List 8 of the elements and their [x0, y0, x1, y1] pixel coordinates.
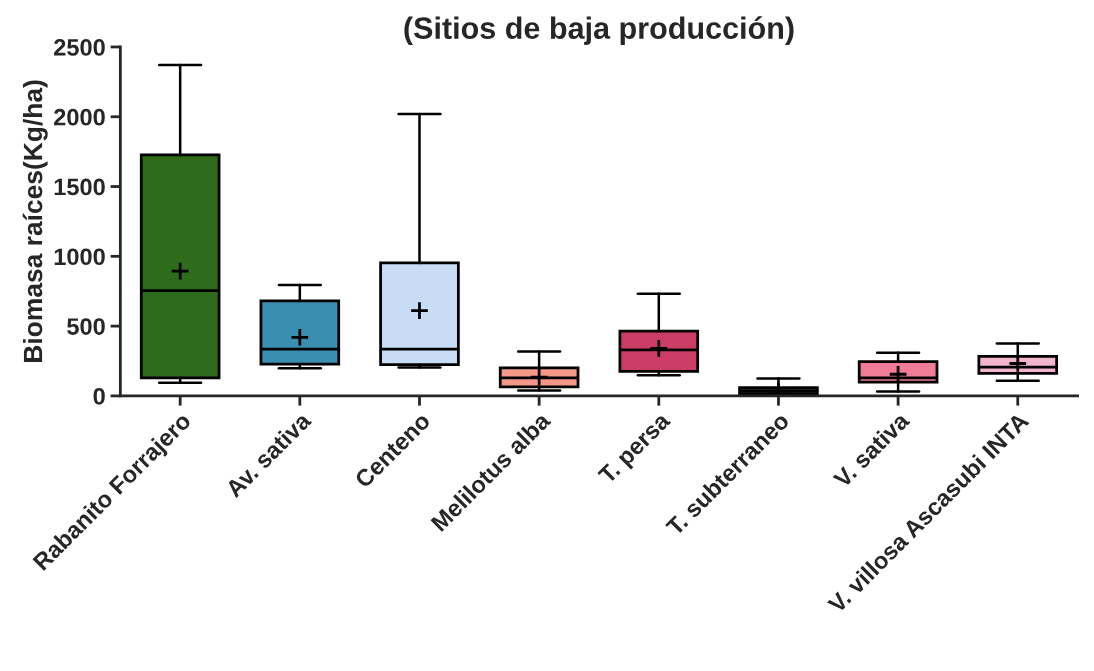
- y-tick-label: 0: [93, 387, 105, 405]
- chart-title: (Sitios de baja producción): [404, 16, 794, 45]
- y-tick-label: 500: [67, 318, 105, 335]
- y-tick-label: 1000: [54, 248, 105, 266]
- y-axis-title: Biomasa raíces(Kg/ha): [22, 80, 48, 362]
- y-tick-label: 2500: [54, 39, 105, 56]
- y-tick-label: 1500: [54, 178, 105, 196]
- y-tick-label: 2000: [54, 108, 105, 126]
